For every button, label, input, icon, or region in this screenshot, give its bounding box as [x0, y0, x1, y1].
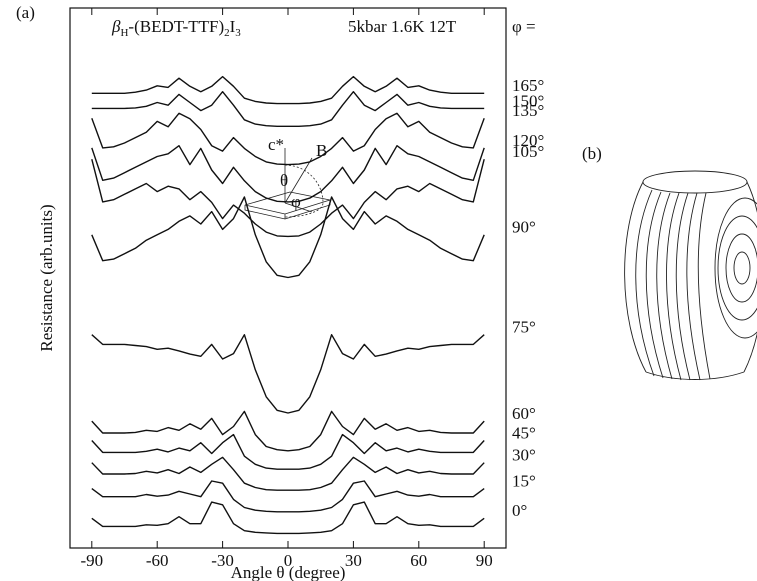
title-part: β — [111, 17, 121, 36]
x-tick-label: -90 — [80, 551, 103, 570]
series-label: 60° — [512, 404, 536, 423]
series-line — [91, 501, 485, 535]
series-line — [91, 456, 485, 491]
series-line — [91, 159, 485, 238]
x-tick-label: -60 — [146, 551, 169, 570]
legend-title: φ = — [512, 17, 536, 36]
series-label: 30° — [512, 446, 536, 465]
series-label: 105° — [512, 142, 544, 161]
x-tick-label: 60 — [410, 551, 427, 570]
x-axis-label: Angle θ (degree) — [231, 563, 346, 581]
conditions: 5kbar 1.6K 12T — [348, 17, 457, 36]
panel-label: (a) — [16, 3, 35, 22]
x-tick-label: -30 — [211, 551, 234, 570]
x-tick-label: 0 — [284, 551, 293, 570]
y-axis-label: Resistance (arb.units) — [37, 204, 56, 351]
series-label: 15° — [512, 472, 536, 491]
sample-plate — [244, 191, 331, 220]
chart-title: βH-(BEDT-TTF)2I3 — [111, 17, 241, 39]
series-label: 165° — [512, 76, 544, 95]
title-part: H — [120, 27, 128, 39]
title-part: 3 — [235, 27, 241, 39]
series-label: 0° — [512, 501, 527, 520]
title-part: 2 — [224, 27, 230, 39]
inset-label: θ — [280, 171, 288, 190]
series-label: 75° — [512, 318, 536, 337]
inset-label: c* — [268, 135, 284, 154]
x-tick-label: 90 — [476, 551, 493, 570]
series-label: 120° — [512, 131, 544, 150]
inset-geometry — [244, 148, 331, 220]
inset-label: B — [316, 141, 327, 160]
series-line — [91, 75, 485, 105]
projection — [284, 202, 313, 213]
x-tick-label: 30 — [345, 551, 362, 570]
series-line — [91, 145, 485, 203]
series-label: 45° — [512, 423, 536, 442]
series-label: 90° — [512, 218, 536, 237]
panel-label: (b) — [582, 144, 602, 163]
series-line — [91, 433, 485, 470]
series-line — [91, 410, 485, 452]
title-part: -(BEDT-TTF) — [128, 17, 224, 36]
series-label: 150° — [512, 91, 544, 110]
series-line — [91, 91, 485, 127]
angle-arc — [284, 164, 324, 218]
title-part: I — [230, 17, 236, 36]
fermi-surface — [624, 170, 757, 381]
series-label: 135° — [512, 101, 544, 120]
series-line — [91, 480, 485, 513]
field-vector — [284, 157, 313, 204]
series-line — [91, 196, 485, 279]
series-line — [91, 112, 485, 166]
series-line — [91, 334, 485, 414]
